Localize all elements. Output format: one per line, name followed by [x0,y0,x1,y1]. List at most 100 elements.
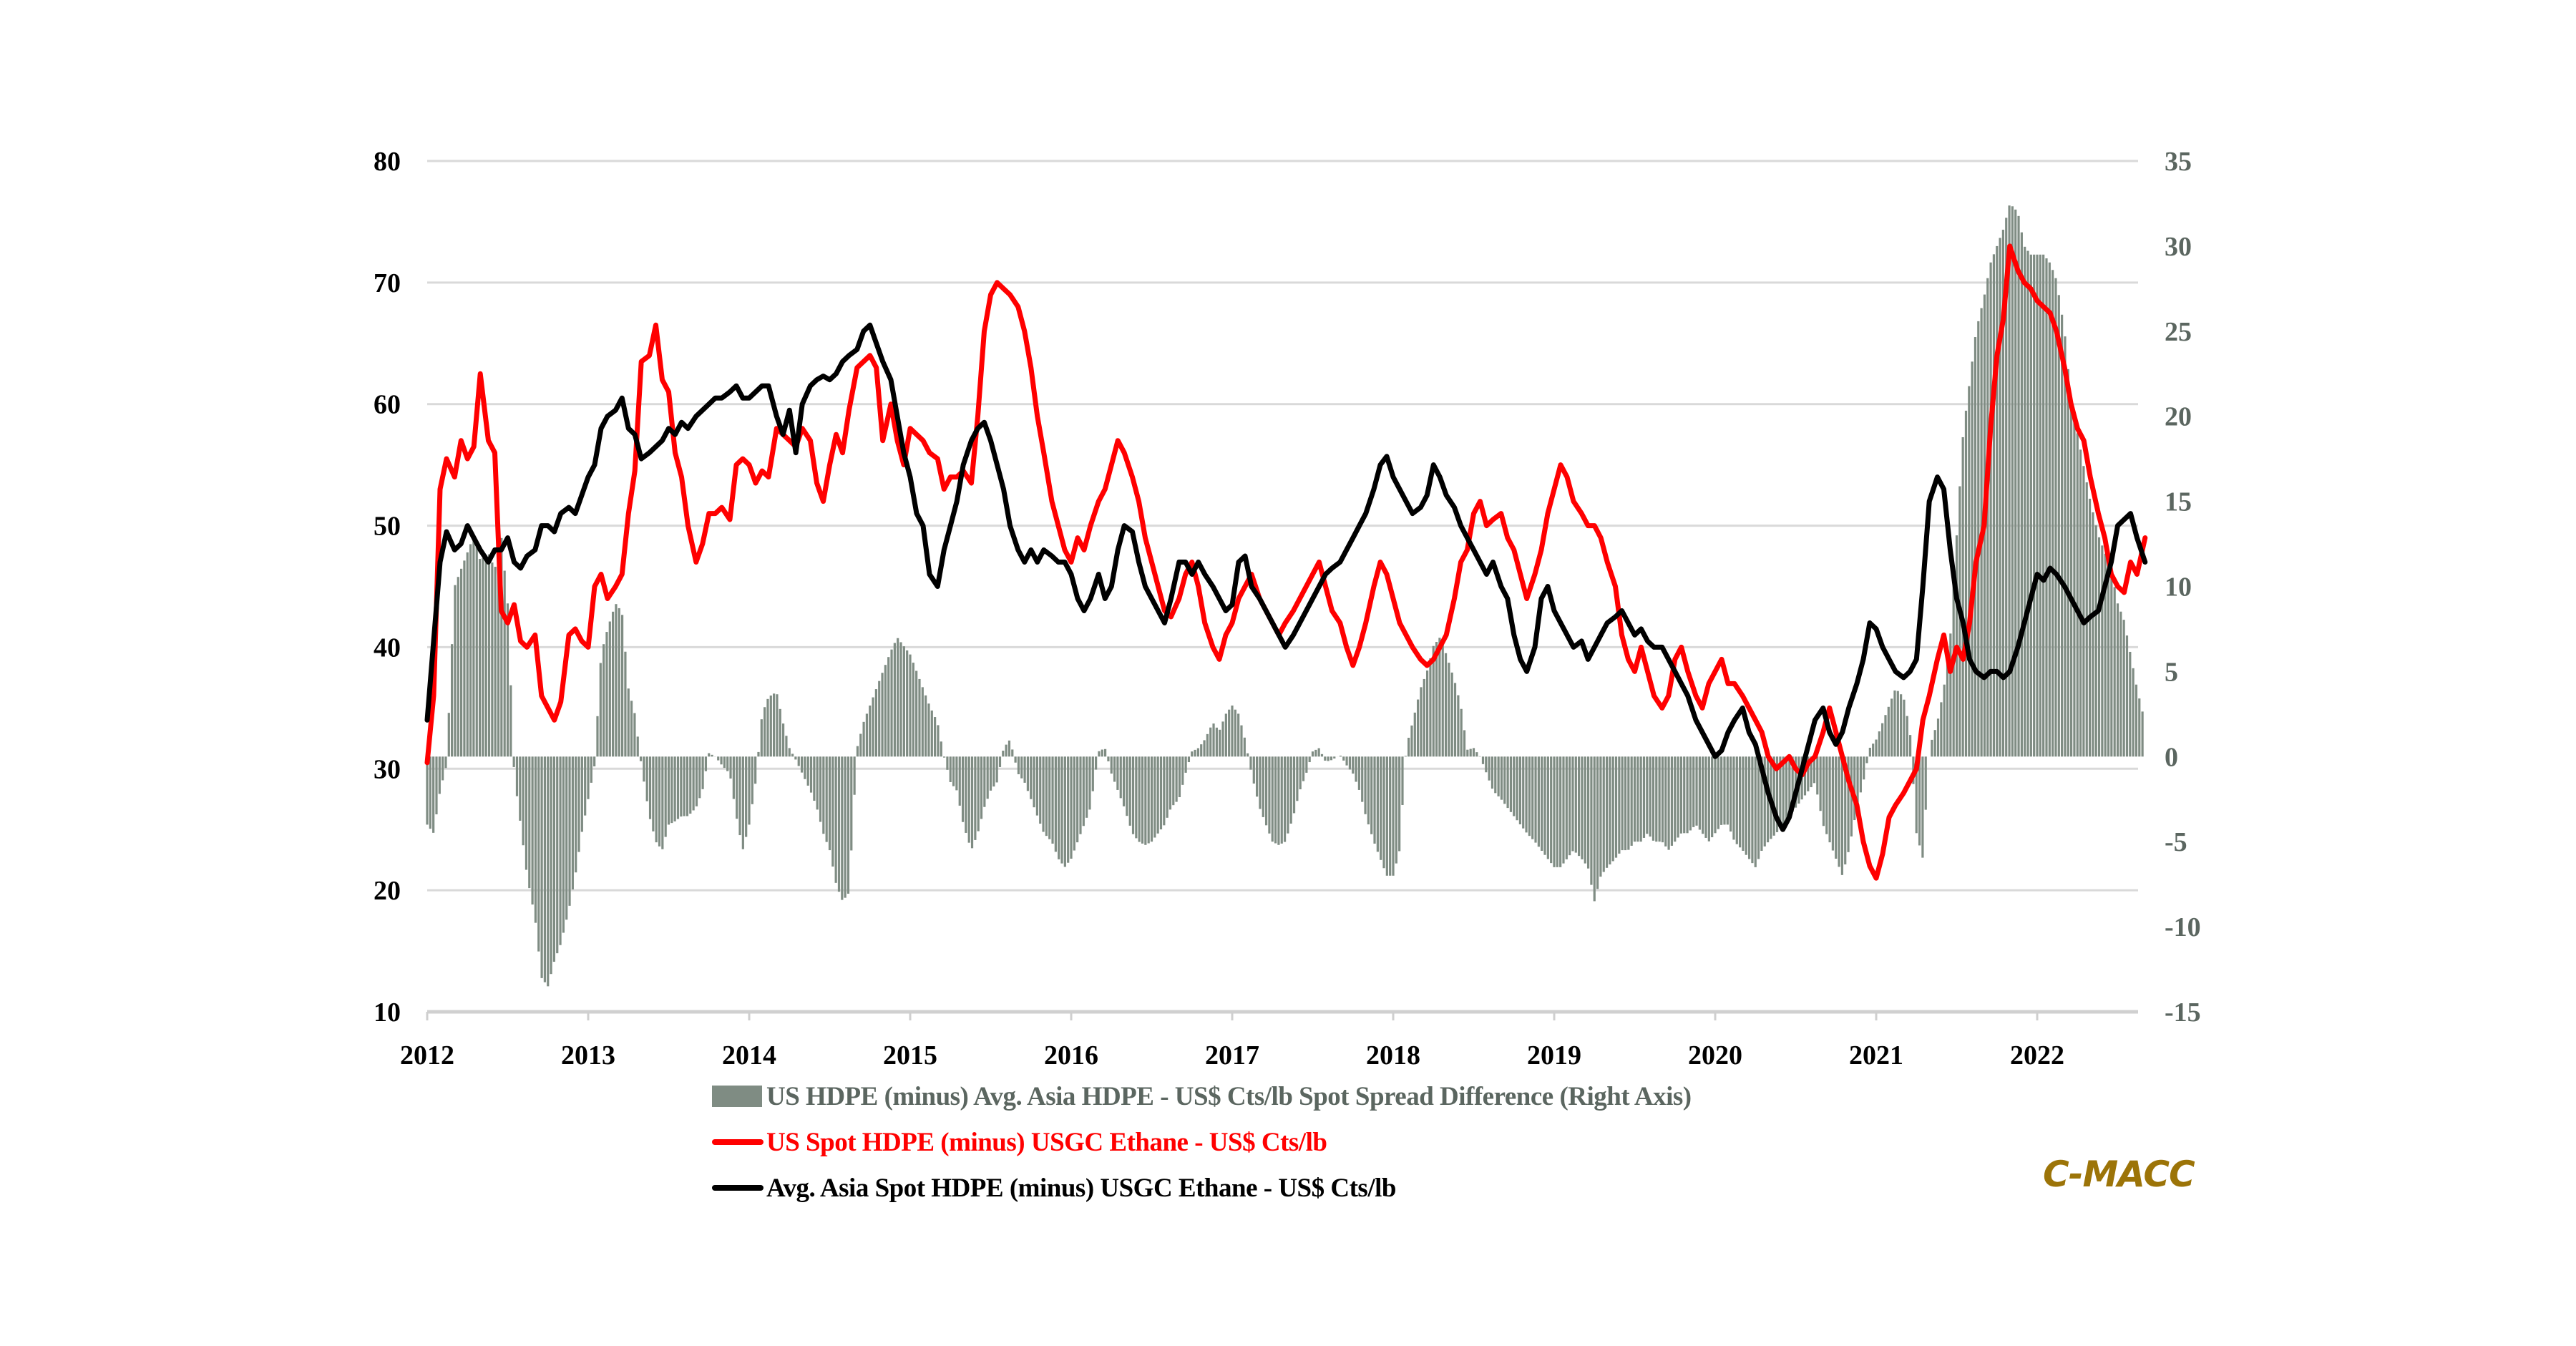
spread-bar [1513,756,1516,816]
spread-bar [965,756,967,833]
spread-bar [2029,254,2032,757]
spread-bar [1556,756,1558,867]
c-macc-logo: C-MACC [2043,1154,2195,1195]
y-left-tick-label: 20 [374,876,401,906]
spread-bar [800,756,804,773]
gridlines [427,160,2138,1014]
spread-bar [1425,670,1429,757]
spread-bar [1249,756,1252,770]
spread-bar [862,721,865,757]
spread-bar [1943,684,1946,757]
spread-bar [1067,756,1070,863]
spread-bar [552,756,556,962]
spread-bar [1460,708,1463,757]
spread-bar [1689,756,1692,831]
spread-bar [837,756,841,892]
spread-bar [1045,756,1048,837]
spread-bar [986,756,989,799]
spread-bar [633,713,636,757]
spread-bar [658,756,661,847]
spread-bar [1014,756,1017,763]
spread-bar [1054,756,1057,852]
spread-bar [1181,756,1184,785]
spread-bar [1252,756,1255,784]
spread-bar [1642,756,1646,838]
spread-bar [1497,756,1500,796]
spread-bar [1949,633,1952,757]
spread-bar [1692,756,1695,827]
spread-bar [1586,756,1590,869]
spread-bar [983,756,986,807]
legend-label-asia-spot: Avg. Asia Spot HDPE (minus) USGC Ethane … [766,1173,1396,1203]
spread-bar [915,670,918,757]
spread-bar [1875,739,1878,757]
spread-bar [559,756,562,945]
spread-bar [2048,262,2051,757]
spread-bar [435,756,438,815]
spread-bar [602,644,605,757]
spread-bar [992,756,995,787]
spread-bar [1215,727,1218,757]
y-left-tick-label: 10 [374,998,401,1028]
spread-bar [1578,756,1581,857]
spread-bar [692,756,695,811]
y-right-tick-label: 10 [2165,572,2192,603]
spread-bar [1720,756,1723,825]
spread-bar [940,741,942,757]
spread-bar [1008,740,1011,757]
y-right-tick-label: 20 [2165,402,2192,432]
spread-bar [1918,756,1921,846]
spread-bar [711,754,713,757]
spread-bar [1992,254,1996,757]
spread-bar [1262,756,1264,817]
spread-bar [1231,705,1234,757]
spread-bar [998,756,1002,767]
spread-bar [1633,756,1636,842]
spread-bar [1206,733,1209,757]
spread-bar [2116,603,2119,757]
spread-bar [1481,756,1485,764]
spread-bar [1596,756,1599,889]
spread-bar [788,748,791,757]
spread-bar [676,756,680,819]
spread-bar [1550,756,1553,864]
spread-bar [1958,486,1961,757]
spread-bar [1367,756,1370,825]
spread-bar [769,695,772,757]
spread-bar [1711,756,1714,838]
spread-bar [1150,756,1153,842]
spread-bar [627,688,630,757]
spread-bar [1085,756,1088,818]
spread-bar [466,552,469,757]
spread-bar [1126,756,1128,816]
spread-bar [454,585,457,757]
spread-bar [1528,756,1531,837]
spread-bar [1413,712,1416,757]
spread-bar [1246,753,1249,757]
spread-bar [1658,756,1661,842]
spread-bar [720,756,723,765]
spread-bar [745,756,748,837]
spread-bar [726,756,729,771]
spread-bar [1599,756,1602,877]
spread-bar [1076,756,1079,843]
spread-bar [1169,756,1172,810]
spread-bar [1410,725,1413,757]
spread-bar [995,756,998,783]
spread-bar [1352,756,1355,774]
spread-bar [528,756,531,889]
spread-bar [1373,756,1376,844]
spread-bar [1289,756,1292,824]
spread-bar [1380,756,1382,860]
spread-bar [596,716,599,757]
y-left-tick-label: 60 [374,390,401,420]
spread-bar [1212,723,1215,757]
spread-bar [1450,672,1453,757]
spread-bar [2069,400,2073,757]
spread-bar [1933,730,1936,757]
spread-bar [2036,254,2039,757]
spread-bar [2045,258,2048,757]
spread-bar [1330,756,1333,761]
spread-bar [1163,756,1166,826]
spread-bar [1435,642,1438,757]
